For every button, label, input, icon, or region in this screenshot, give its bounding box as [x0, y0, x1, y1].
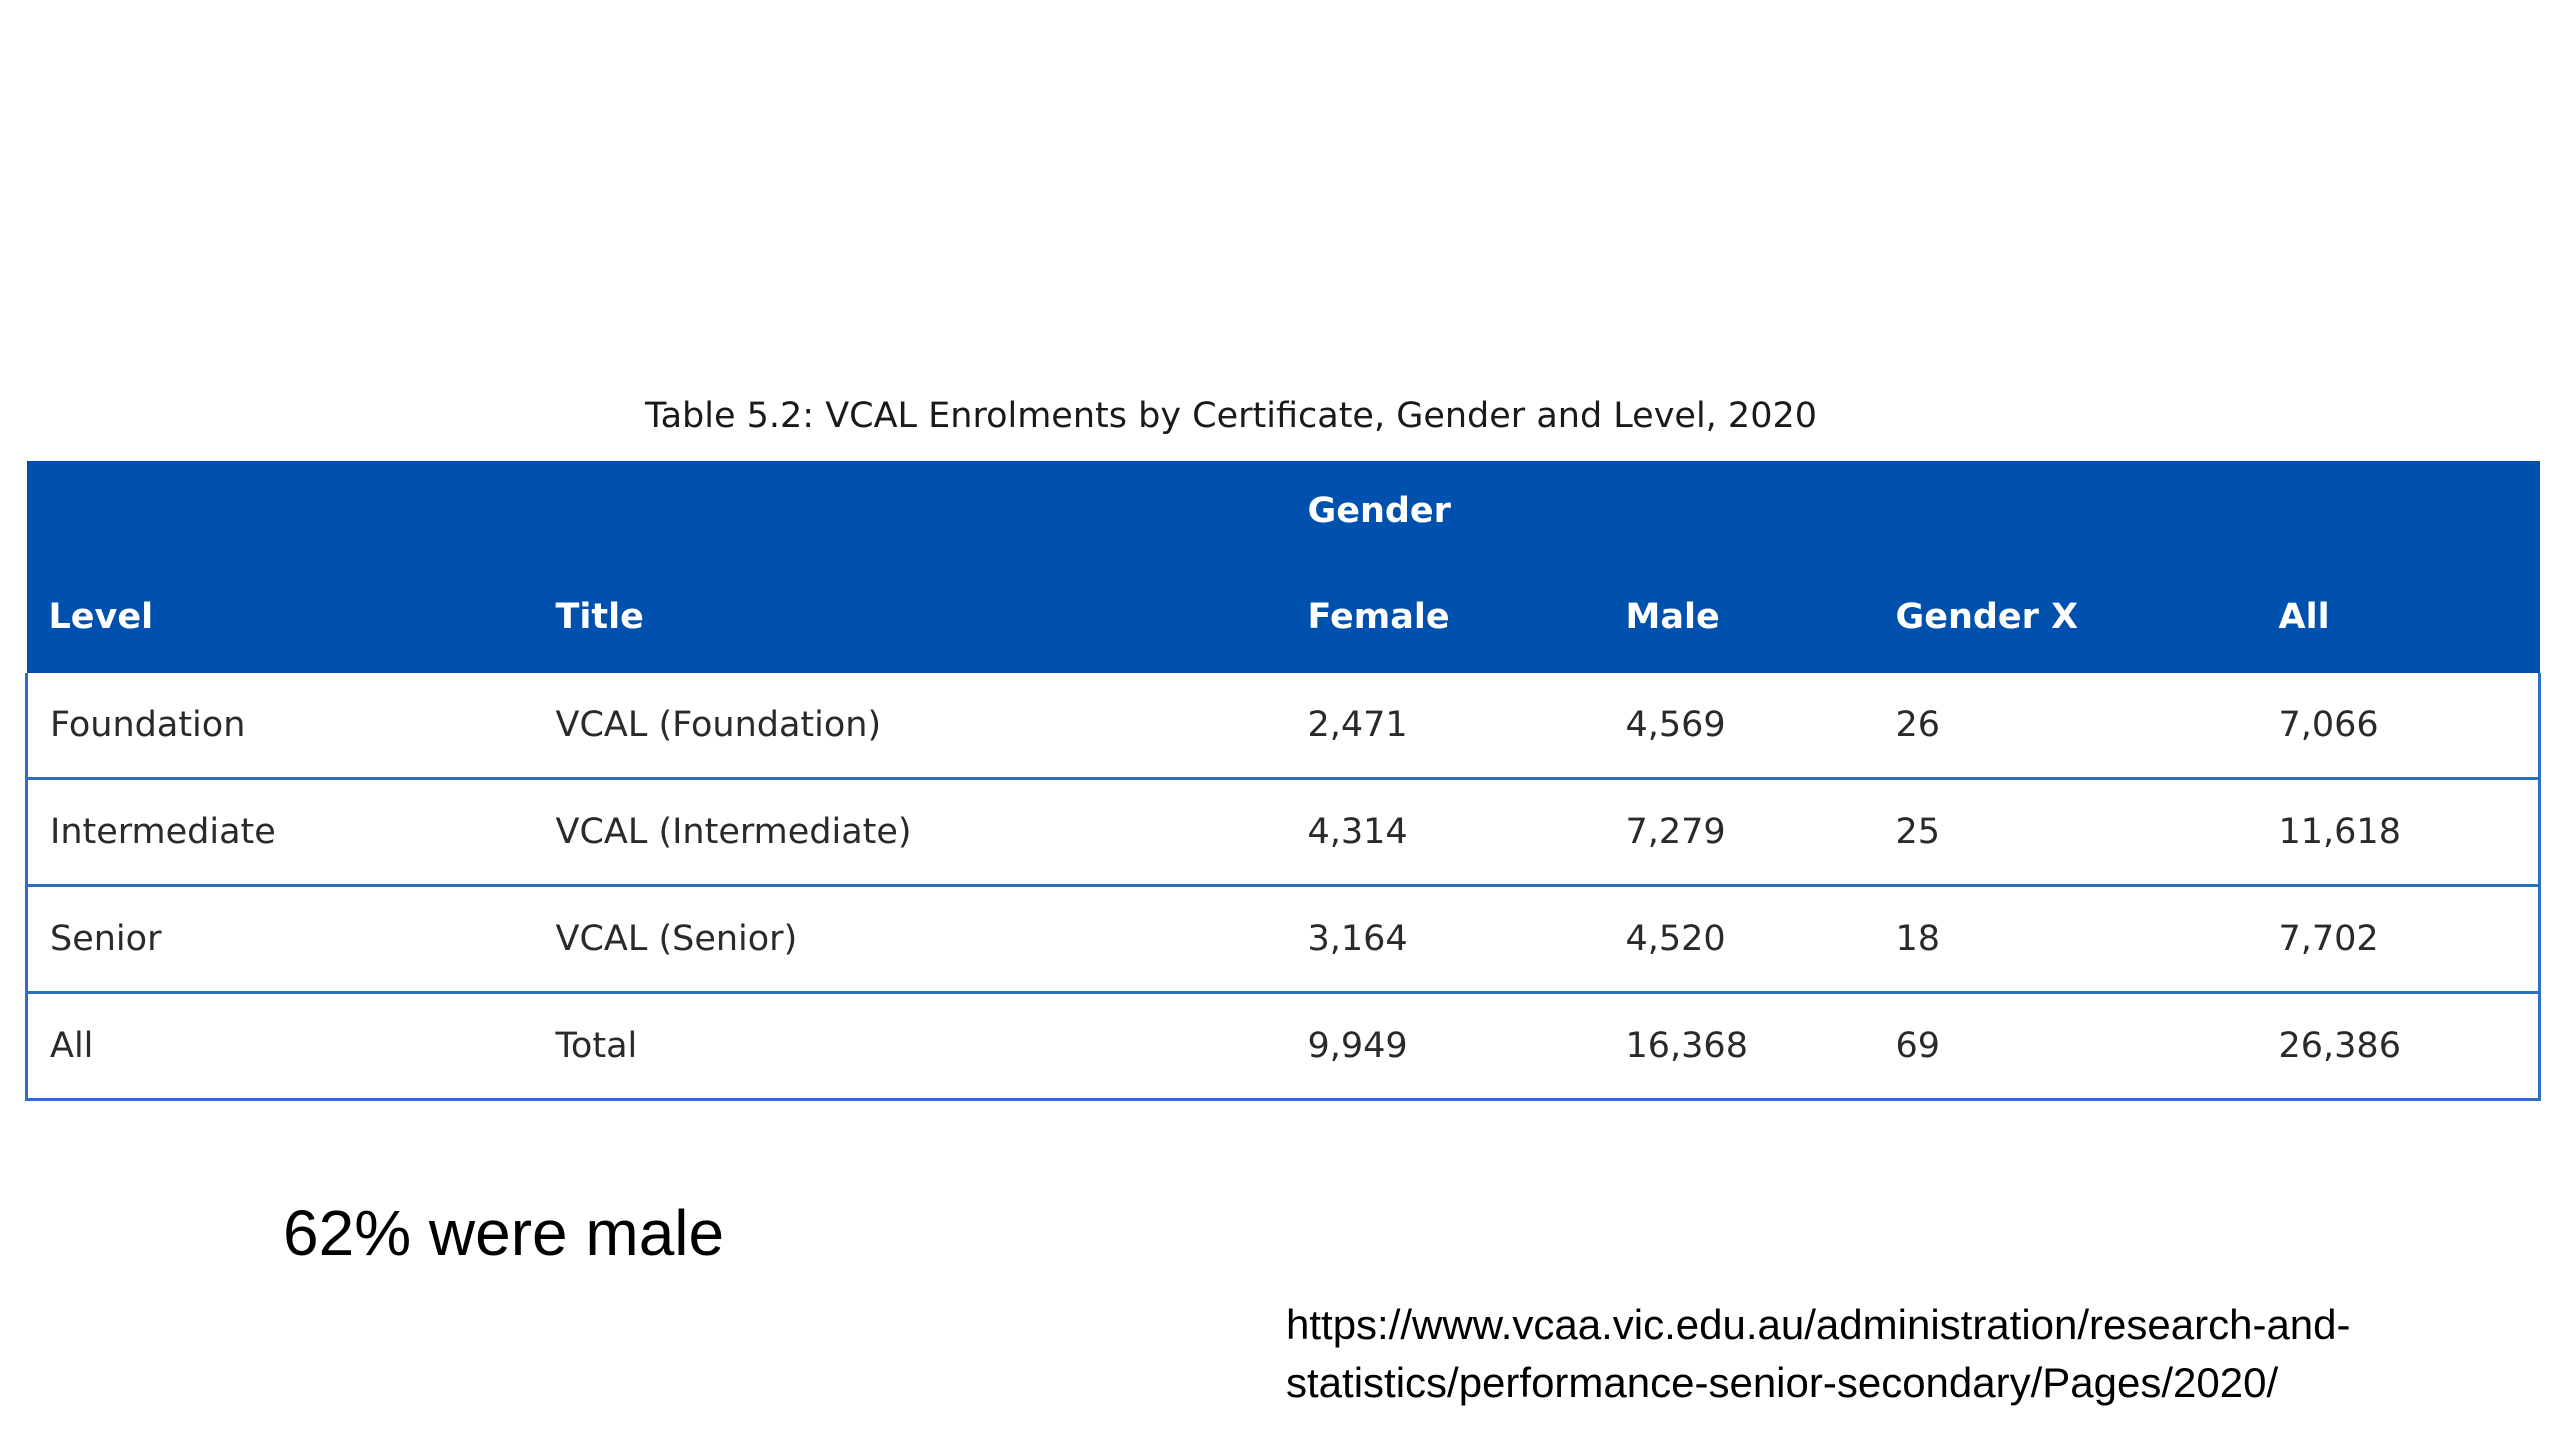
table-row: Intermediate VCAL (Intermediate) 4,314 7… [25, 778, 2541, 887]
cell-level: Senior [25, 885, 534, 994]
cell-gender-x: 69 [1873, 992, 2257, 1101]
enrolments-table: Gender Level Title Female Male Gender X … [25, 461, 2541, 1101]
table-row-total: All Total 9,949 16,368 69 26,386 [25, 992, 2541, 1101]
cell-female: 4,314 [1285, 778, 1604, 887]
cell-level: All [25, 992, 534, 1101]
table-row: Senior VCAL (Senior) 3,164 4,520 18 7,70… [25, 885, 2541, 994]
cell-gender-x: 25 [1873, 778, 2257, 887]
group-header-empty [533, 461, 1286, 561]
cell-female: 2,471 [1285, 673, 1604, 780]
cell-male: 16,368 [1603, 992, 1874, 1101]
gender-group-header: Gender [1285, 461, 2540, 561]
column-header-title: Title [533, 561, 1286, 673]
table-caption-text: Table 5.2: VCAL Enrolments by Certificat… [645, 396, 1818, 436]
group-header-empty [26, 461, 534, 561]
cell-title: VCAL (Intermediate) [533, 778, 1286, 887]
cell-title: VCAL (Senior) [533, 885, 1286, 994]
source-url-line-2: statistics/performance-senior-secondary/… [1286, 1359, 2279, 1406]
male-share-note: 62% were male [283, 1197, 725, 1269]
cell-female: 9,949 [1285, 992, 1604, 1101]
cell-gender-x: 26 [1873, 673, 2257, 780]
cell-title: VCAL (Foundation) [533, 673, 1286, 780]
table-header-row: Level Title Female Male Gender X All [26, 561, 2540, 673]
cell-all: 11,618 [2256, 778, 2541, 887]
cell-level: Intermediate [25, 778, 534, 887]
cell-level: Foundation [25, 673, 534, 780]
column-header-female: Female [1285, 561, 1604, 673]
cell-title: Total [533, 992, 1286, 1101]
cell-male: 4,569 [1603, 673, 1874, 780]
cell-female: 3,164 [1285, 885, 1604, 994]
cell-all: 7,702 [2256, 885, 2541, 994]
column-header-level: Level [26, 561, 534, 673]
cell-male: 7,279 [1603, 778, 1874, 887]
table-group-header-row: Gender [26, 461, 2540, 561]
cell-gender-x: 18 [1873, 885, 2257, 994]
column-header-gender-x: Gender X [1873, 561, 2257, 673]
column-header-all: All [2256, 561, 2540, 673]
cell-all: 7,066 [2256, 673, 2541, 780]
column-header-male: Male [1603, 561, 1874, 673]
source-url: https://www.vcaa.vic.edu.au/administrati… [1286, 1296, 2526, 1412]
table-row: Foundation VCAL (Foundation) 2,471 4,569… [25, 673, 2541, 780]
cell-male: 4,520 [1603, 885, 1874, 994]
cell-all: 26,386 [2256, 992, 2541, 1101]
source-url-line-1: https://www.vcaa.vic.edu.au/administrati… [1286, 1301, 2351, 1348]
